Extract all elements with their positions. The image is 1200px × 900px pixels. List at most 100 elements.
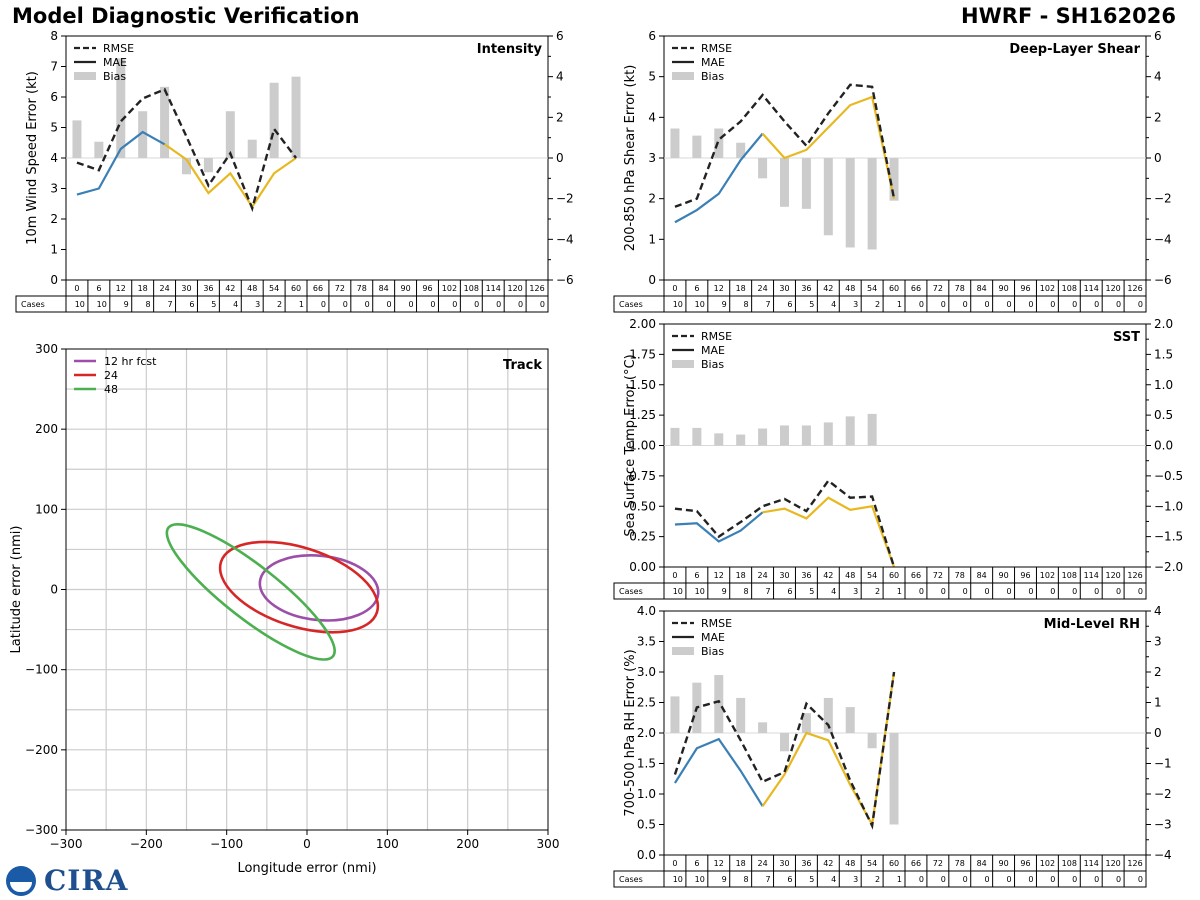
sst-y2tick-label: 2.0 bbox=[1154, 317, 1173, 331]
intensity-hour-label: 30 bbox=[181, 284, 191, 293]
track-ytick-label: 0 bbox=[50, 583, 58, 597]
shear-ytick-label: 4 bbox=[648, 110, 656, 124]
rh-hour-label: 18 bbox=[736, 859, 746, 868]
shear-y2tick-label: −2 bbox=[1154, 192, 1172, 206]
shear-bias-bar bbox=[823, 158, 833, 236]
intensity-cases-label: Cases bbox=[21, 300, 45, 309]
intensity-hour-label: 120 bbox=[507, 284, 522, 293]
sst-cases-label: Cases bbox=[619, 587, 643, 596]
track-ytick-label: 100 bbox=[35, 502, 58, 516]
intensity-ylabel: 10m Wind Speed Error (kt) bbox=[25, 71, 40, 245]
shear-hour-label: 66 bbox=[911, 284, 921, 293]
sst-case-count: 3 bbox=[853, 587, 858, 596]
intensity-cases-row bbox=[15, 295, 549, 313]
rh-ylabel: 700-500 hPa RH Error (%) bbox=[623, 649, 638, 816]
sst-ytick-label: 1.75 bbox=[629, 347, 656, 361]
rh-hour-label: 12 bbox=[714, 859, 724, 868]
intensity-bias-bar bbox=[182, 158, 191, 175]
intensity-hour-label: 0 bbox=[74, 284, 79, 293]
shear-y2tick-label: 0 bbox=[1154, 151, 1162, 165]
shear-hour-label: 6 bbox=[694, 284, 699, 293]
rh-hour-label: 48 bbox=[845, 859, 855, 868]
rh-hour-label: 84 bbox=[977, 859, 987, 868]
shear-hour-label: 42 bbox=[823, 284, 833, 293]
intensity-case-count: 0 bbox=[408, 300, 413, 309]
sst-y2tick-label: −2.0 bbox=[1154, 560, 1183, 574]
intensity-legend-rmse-label: RMSE bbox=[103, 42, 134, 55]
sst-case-count: 2 bbox=[875, 587, 880, 596]
shear-case-count: 6 bbox=[787, 300, 792, 309]
intensity-hour-label: 48 bbox=[247, 284, 257, 293]
track-xlabel: Longitude error (nmi) bbox=[237, 861, 376, 876]
intensity-ytick-label: 8 bbox=[50, 29, 58, 43]
rh-hour-label: 24 bbox=[757, 859, 767, 868]
rh-y2tick-label: 0 bbox=[1154, 726, 1162, 740]
intensity-case-count: 9 bbox=[124, 300, 129, 309]
shear-case-count: 4 bbox=[831, 300, 836, 309]
shear-bias-bar bbox=[670, 128, 680, 158]
rh-mae-early-line bbox=[674, 737, 764, 807]
intensity-bias-bar bbox=[247, 139, 257, 158]
rh-case-count: 9 bbox=[722, 875, 727, 884]
rh-y2tick-label: 2 bbox=[1154, 665, 1162, 679]
sst-hour-label: 90 bbox=[998, 571, 1008, 580]
intensity-hour-label: 54 bbox=[269, 284, 279, 293]
rh-hour-label: 126 bbox=[1127, 859, 1142, 868]
intensity-hour-label: 108 bbox=[464, 284, 479, 293]
sst-bias-bar bbox=[867, 413, 877, 446]
sst-y2tick-label: 1.0 bbox=[1154, 378, 1173, 392]
intensity-hour-label: 42 bbox=[225, 284, 235, 293]
intensity-y2tick-label: 4 bbox=[556, 70, 564, 84]
sst-legend-mae-label: MAE bbox=[701, 344, 725, 357]
rh-case-count: 0 bbox=[963, 875, 968, 884]
intensity-case-count: 0 bbox=[540, 300, 545, 309]
track-title: Track bbox=[503, 358, 542, 373]
shear-case-count: 0 bbox=[1050, 300, 1055, 309]
rh-case-count: 2 bbox=[875, 875, 880, 884]
sst-case-count: 5 bbox=[809, 587, 814, 596]
rh-case-count: 5 bbox=[809, 875, 814, 884]
rh-bias-bar bbox=[758, 722, 768, 733]
rh-panel: 0.00.51.01.52.02.53.03.54.0−4−3−2−101234… bbox=[613, 604, 1172, 888]
shear-case-count: 1 bbox=[897, 300, 902, 309]
shear-bias-bar bbox=[714, 128, 724, 158]
sst-hour-label: 12 bbox=[714, 571, 724, 580]
shear-ytick-label: 1 bbox=[648, 232, 656, 246]
shear-y2tick-label: 2 bbox=[1154, 110, 1162, 124]
rh-ytick-label: 3.0 bbox=[637, 665, 656, 679]
sst-y2tick-label: −0.5 bbox=[1154, 469, 1183, 483]
sst-hour-label: 42 bbox=[823, 571, 833, 580]
shear-hour-label: 126 bbox=[1127, 284, 1142, 293]
storm-id-title: HWRF - SH162026 bbox=[961, 4, 1176, 28]
rh-ytick-label: 0.5 bbox=[637, 818, 656, 832]
intensity-case-count: 5 bbox=[211, 300, 216, 309]
sst-hour-label: 48 bbox=[845, 571, 855, 580]
sst-hour-label: 24 bbox=[757, 571, 767, 580]
intensity-bias-bar bbox=[72, 120, 82, 158]
sst-bias-bar bbox=[801, 425, 811, 446]
sst-y2tick-label: −1.5 bbox=[1154, 530, 1183, 544]
sst-case-count: 0 bbox=[941, 587, 946, 596]
sst-hour-label: 102 bbox=[1040, 571, 1055, 580]
sst-bias-bar bbox=[780, 425, 789, 446]
shear-legend-bias-label: Bias bbox=[701, 70, 724, 83]
shear-hour-label: 96 bbox=[1020, 284, 1030, 293]
shear-bias-bar bbox=[801, 158, 811, 209]
sst-case-count: 0 bbox=[1072, 587, 1077, 596]
intensity-ytick-label: 2 bbox=[50, 212, 58, 226]
shear-hour-label: 114 bbox=[1084, 284, 1099, 293]
shear-hour-label: 30 bbox=[779, 284, 789, 293]
rh-cases-row bbox=[613, 870, 1147, 888]
rh-hour-label: 54 bbox=[867, 859, 877, 868]
track-xtick-label: 300 bbox=[537, 837, 560, 851]
shear-hour-label: 78 bbox=[955, 284, 965, 293]
rh-hour-label: 78 bbox=[955, 859, 965, 868]
rh-case-count: 0 bbox=[1050, 875, 1055, 884]
sst-case-count: 10 bbox=[695, 587, 705, 596]
shear-bias-bar bbox=[758, 158, 768, 179]
sst-case-count: 0 bbox=[1138, 587, 1143, 596]
shear-case-count: 2 bbox=[875, 300, 880, 309]
rh-y2tick-label: −4 bbox=[1154, 848, 1172, 862]
intensity-bias-bar bbox=[138, 111, 148, 158]
